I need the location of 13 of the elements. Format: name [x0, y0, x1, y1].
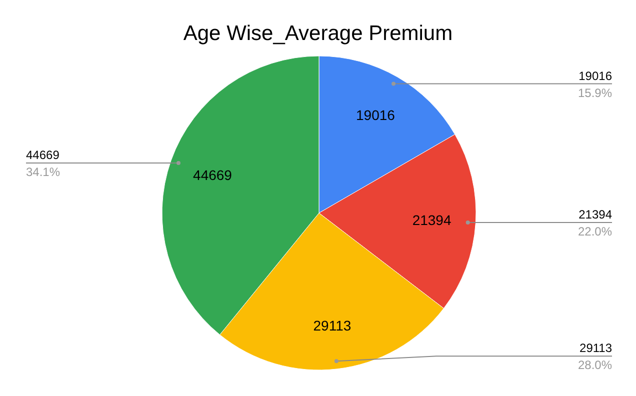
text: 44669 [26, 148, 60, 162]
data-label: 19016 [356, 107, 396, 124]
text: 29113 [580, 341, 612, 356]
text: 34.1% [26, 164, 60, 179]
data-label: 21394 [412, 212, 452, 228]
text: 15.9% [578, 86, 612, 100]
text: 19016 [578, 68, 612, 83]
text: 22.0% [578, 224, 612, 239]
text: 21394 [578, 208, 612, 222]
text: 28.0% [578, 358, 612, 372]
data-label: 29113 [313, 317, 352, 334]
data-label: 44669 [193, 167, 232, 184]
chart-title: Age Wise_Average Premium [183, 22, 453, 45]
